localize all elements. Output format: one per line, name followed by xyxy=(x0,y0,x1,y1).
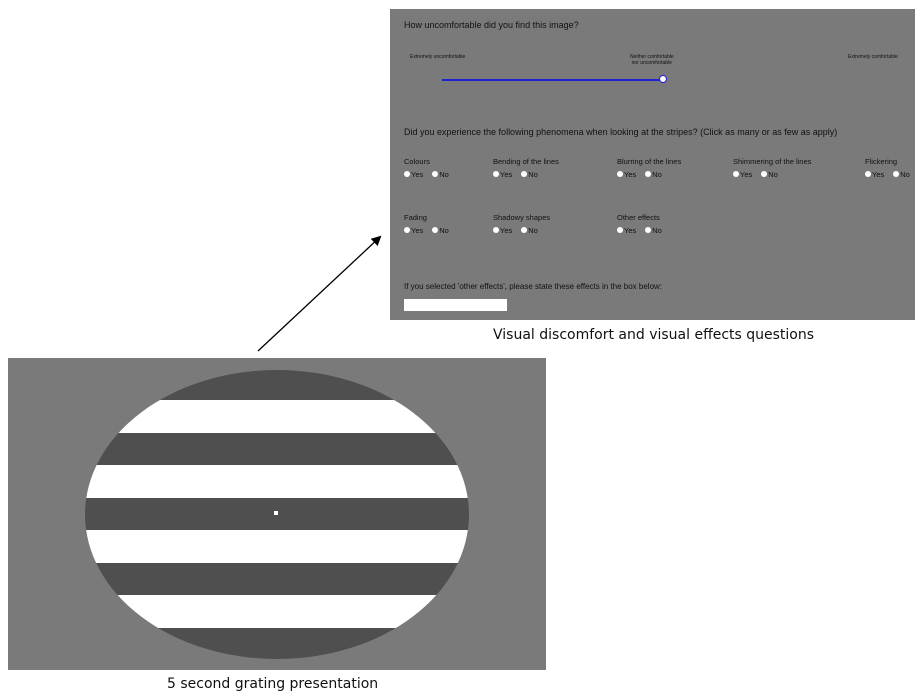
radio-icon[interactable] xyxy=(521,171,528,178)
questions-caption: Visual discomfort and visual effects que… xyxy=(493,327,815,343)
no-label: No xyxy=(528,170,538,179)
radio-icon[interactable] xyxy=(645,227,652,234)
scale-label-middle-line2: nor uncomfortable xyxy=(631,60,672,66)
radio-icon[interactable] xyxy=(617,171,623,178)
arrow-line xyxy=(257,235,382,352)
phenomenon-label: Fading xyxy=(404,213,427,222)
radio-icon[interactable] xyxy=(893,171,900,178)
no-option[interactable]: No xyxy=(893,170,910,179)
scale-label-left: Extremely uncomfortable xyxy=(410,54,466,60)
no-option[interactable]: No xyxy=(645,226,662,235)
phenomenon-shadowy-shapes: Shadowy shapes Yes No xyxy=(493,213,550,235)
phenomenon-label: Bending of the lines xyxy=(493,157,559,166)
no-label: No xyxy=(439,226,449,235)
radio-icon[interactable] xyxy=(865,171,871,178)
grating-ellipse xyxy=(85,370,469,659)
discomfort-question: How uncomfortable did you find this imag… xyxy=(404,20,579,30)
no-option[interactable]: No xyxy=(432,170,449,179)
radio-icon[interactable] xyxy=(733,171,739,178)
fixation-point xyxy=(274,511,278,515)
scale-label-middle-line1: Neither comfortable xyxy=(630,54,674,60)
phenomenon-bending: Bending of the lines Yes No xyxy=(493,157,559,179)
yes-option[interactable]: Yes xyxy=(865,170,884,179)
light-stripe xyxy=(85,595,469,628)
radio-icon[interactable] xyxy=(404,171,410,178)
radio-icon[interactable] xyxy=(761,171,768,178)
yes-option[interactable]: Yes xyxy=(617,226,636,235)
radio-icon[interactable] xyxy=(404,227,410,234)
yes-option[interactable]: Yes xyxy=(493,226,512,235)
yes-label: Yes xyxy=(872,170,885,179)
phenomenon-label: Shimmering of the lines xyxy=(733,157,812,166)
no-label: No xyxy=(528,226,538,235)
no-option[interactable]: No xyxy=(432,226,449,235)
no-option[interactable]: No xyxy=(521,170,538,179)
radio-icon[interactable] xyxy=(493,171,499,178)
no-label: No xyxy=(439,170,449,179)
scale-label-middle: Neither comfortable nor uncomfortable xyxy=(630,54,674,66)
phenomenon-colours: Colours Yes No xyxy=(404,157,458,179)
other-effects-prompt: If you selected 'other effects', please … xyxy=(404,282,663,291)
questionnaire-panel: How uncomfortable did you find this imag… xyxy=(390,9,915,320)
no-label: No xyxy=(652,170,662,179)
phenomenon-shimmering: Shimmering of the lines Yes No xyxy=(733,157,811,179)
grating-caption: 5 second grating presentation xyxy=(167,676,379,692)
radio-icon[interactable] xyxy=(617,227,623,234)
yes-option[interactable]: Yes xyxy=(404,170,423,179)
phenomenon-other-effects: Other effects Yes No xyxy=(617,213,671,235)
light-stripe xyxy=(85,530,469,563)
phenomenon-fading: Fading Yes No xyxy=(404,213,458,235)
radio-icon[interactable] xyxy=(521,227,528,234)
phenomenon-blurring: Blurring of the lines Yes No xyxy=(617,157,681,179)
phenomenon-label: Blurring of the lines xyxy=(617,157,682,166)
yes-option[interactable]: Yes xyxy=(617,170,636,179)
yes-option[interactable]: Yes xyxy=(404,226,423,235)
yes-label: Yes xyxy=(624,170,637,179)
radio-icon[interactable] xyxy=(432,171,439,178)
discomfort-slider-thumb[interactable] xyxy=(659,75,667,83)
phenomena-question: Did you experience the following phenome… xyxy=(404,127,838,137)
no-option[interactable]: No xyxy=(761,170,778,179)
radio-icon[interactable] xyxy=(493,227,499,234)
phenomenon-label: Flickering xyxy=(865,157,898,166)
yes-label: Yes xyxy=(411,226,424,235)
no-option[interactable]: No xyxy=(521,226,538,235)
radio-icon[interactable] xyxy=(645,171,652,178)
light-stripe xyxy=(85,465,469,498)
yes-label: Yes xyxy=(500,226,513,235)
yes-option[interactable]: Yes xyxy=(493,170,512,179)
radio-icon[interactable] xyxy=(432,227,439,234)
no-option[interactable]: No xyxy=(645,170,662,179)
phenomenon-flickering: Flickering Yes No xyxy=(865,157,915,179)
yes-label: Yes xyxy=(500,170,513,179)
scale-label-right: Extremely comfortable xyxy=(848,54,898,60)
discomfort-slider-track[interactable] xyxy=(442,79,664,81)
yes-label: Yes xyxy=(624,226,637,235)
other-effects-input[interactable] xyxy=(404,299,507,311)
no-label: No xyxy=(900,170,910,179)
phenomenon-label: Other effects xyxy=(617,213,660,222)
yes-label: Yes xyxy=(411,170,424,179)
light-stripe xyxy=(85,400,469,433)
no-label: No xyxy=(768,170,778,179)
phenomenon-label: Colours xyxy=(404,157,430,166)
phenomenon-label: Shadowy shapes xyxy=(493,213,551,222)
no-label: No xyxy=(652,226,662,235)
grating-stimulus xyxy=(8,358,546,670)
yes-option[interactable]: Yes xyxy=(733,170,752,179)
yes-label: Yes xyxy=(740,170,753,179)
